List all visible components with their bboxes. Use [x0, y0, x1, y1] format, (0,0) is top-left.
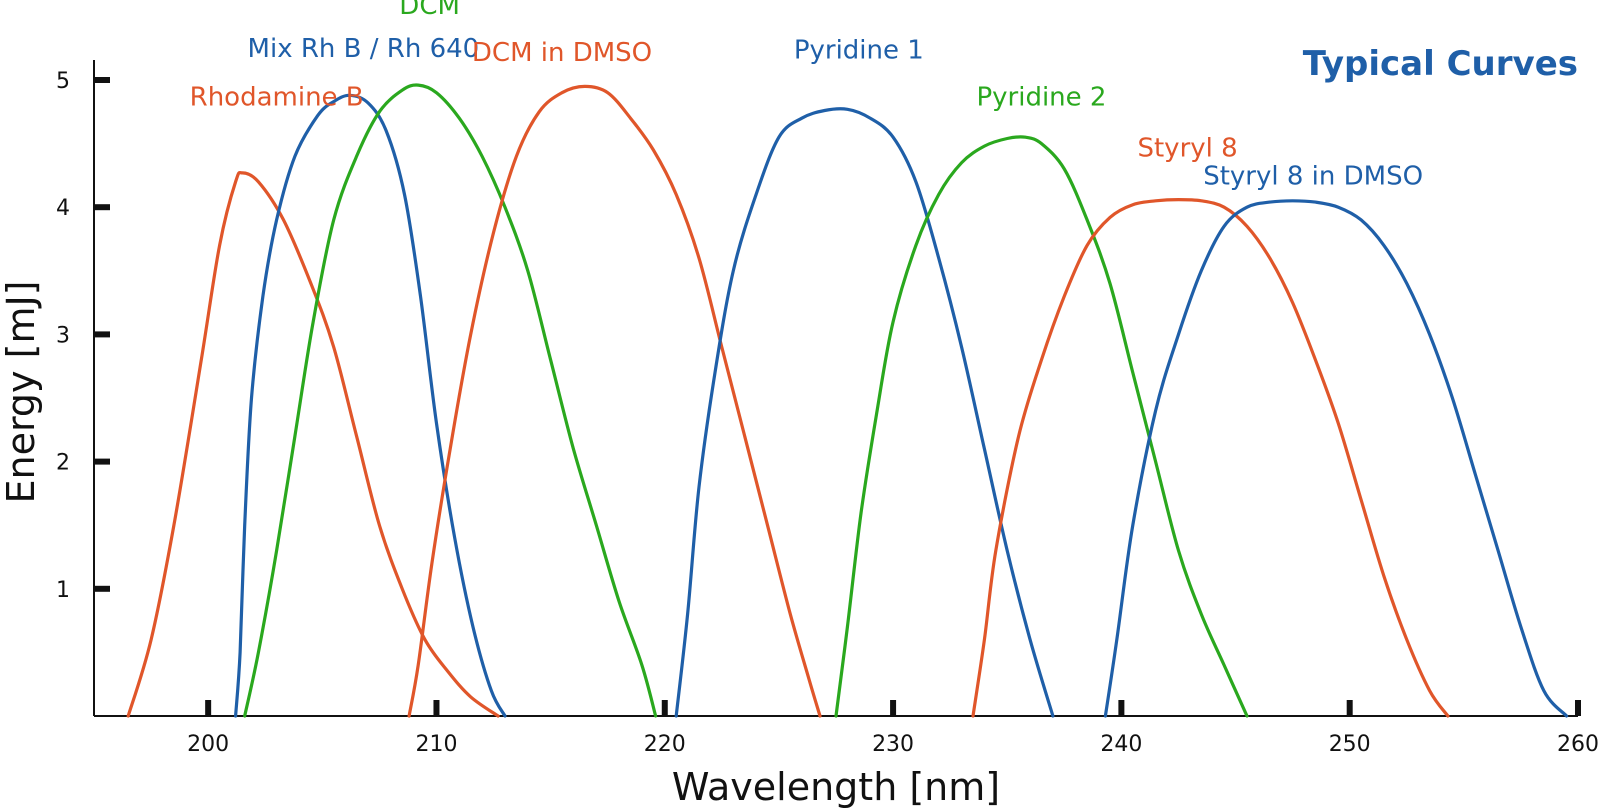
x-axis-label: Wavelength [nm]	[672, 765, 1000, 808]
chart-title: Typical Curves	[1303, 44, 1578, 84]
y-axis-ticks: 1 2 3 4 5	[56, 69, 110, 603]
series-lines	[126, 83, 1569, 718]
x-tick-label: 250	[1329, 732, 1371, 757]
series-label-dcm: DCM	[399, 0, 460, 21]
x-tick-label: 260	[1557, 732, 1599, 757]
y-tick-label: 3	[56, 323, 70, 348]
plot-area	[93, 60, 1578, 717]
series-label-dcm-in-dmso: DCM in DMSO	[472, 38, 652, 68]
x-axis-ticks: 200 210 220 230 240 250 260	[187, 700, 1599, 757]
series-line-mix-rh-b-rh-640	[234, 93, 507, 718]
x-tick-label: 220	[644, 732, 686, 757]
series-line-dcm-in-dmso	[407, 84, 822, 718]
series-line-pyridine-1	[674, 107, 1055, 718]
y-tick-label: 5	[56, 69, 70, 94]
x-tick-label: 200	[187, 732, 229, 757]
series-line-rhodamine-b	[126, 170, 500, 718]
y-tick-label: 4	[56, 196, 70, 221]
series-label-styryl-8: Styryl 8	[1137, 133, 1237, 163]
y-axis-label: Energy [mJ]	[0, 281, 43, 504]
series-line-styryl-8	[971, 198, 1450, 718]
series-label-rhodamine-b: Rhodamine B	[190, 82, 364, 112]
series-label-styryl-8-in-dmso: Styryl 8 in DMSO	[1203, 161, 1423, 191]
series-label-pyridine-2: Pyridine 2	[976, 82, 1106, 112]
y-tick-label: 1	[56, 578, 70, 603]
series-labels: Rhodamine B Mix Rh B / Rh 640 DCM DCM in DM…	[190, 0, 1423, 191]
series-line-pyridine-2	[834, 135, 1249, 718]
series-line-styryl-8-in-dmso	[1103, 199, 1569, 718]
series-label-pyridine-1: Pyridine 1	[794, 35, 924, 65]
series-line-dcm	[243, 83, 658, 718]
y-tick-label: 2	[56, 451, 70, 476]
x-tick-label: 230	[872, 732, 914, 757]
series-label-mix-rh-b-rh-640: Mix Rh B / Rh 640	[248, 34, 480, 64]
x-tick-label: 210	[415, 732, 457, 757]
x-tick-label: 240	[1100, 732, 1142, 757]
